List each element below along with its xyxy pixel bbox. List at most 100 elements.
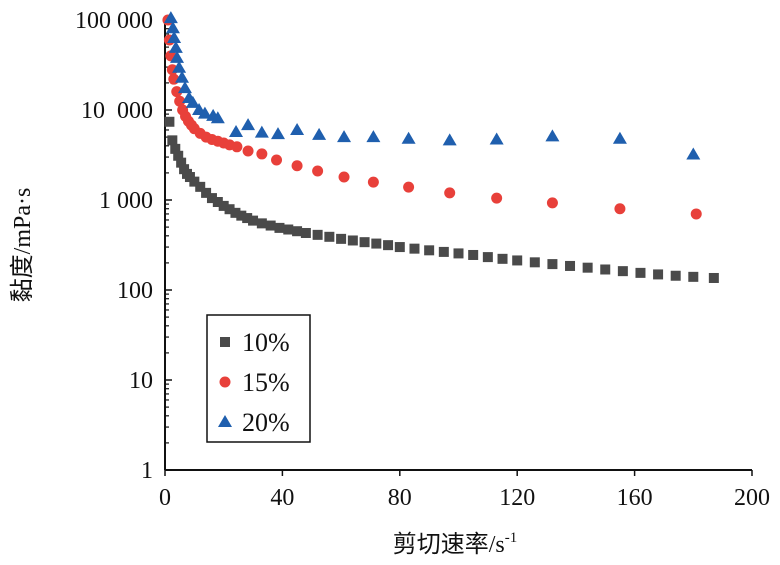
series-10pct	[164, 116, 719, 283]
square-point	[195, 181, 206, 192]
square-point	[512, 255, 523, 266]
circle-point	[171, 86, 183, 98]
legend-square-icon	[220, 337, 230, 347]
triangle-point	[170, 50, 185, 63]
square-point	[236, 210, 247, 221]
y-tick-label: 1 000	[99, 188, 153, 214]
x-axis-title-superscript: -1	[505, 530, 518, 546]
square-point	[482, 252, 493, 263]
triangle-point	[366, 130, 381, 143]
triangle-point	[175, 70, 190, 83]
legend: 10% 15% 20%	[206, 314, 311, 443]
triangle-point	[254, 125, 269, 138]
square-point	[167, 135, 178, 146]
square-point	[371, 238, 382, 249]
circle-point	[444, 187, 456, 199]
x-tick-label: 120	[499, 485, 535, 511]
triangle-point	[172, 60, 187, 73]
triangle-point	[545, 129, 560, 142]
x-tick-label: 40	[270, 485, 294, 511]
legend-triangle-icon	[218, 415, 232, 427]
triangle-point	[290, 122, 305, 135]
x-tick-label: 0	[159, 485, 171, 511]
triangle-point	[337, 130, 352, 143]
triangle-point	[197, 106, 212, 119]
y-tick-label: 1	[141, 458, 153, 484]
square-point	[300, 227, 311, 238]
y-tick-label: 10 000	[81, 98, 153, 124]
square-point	[248, 215, 259, 226]
square-point	[324, 231, 335, 242]
circle-point	[403, 181, 415, 193]
circle-point	[291, 160, 303, 172]
triangle-point	[686, 147, 701, 160]
circle-point	[174, 95, 186, 107]
legend-label: 20%	[242, 408, 290, 437]
x-tick-label: 160	[617, 485, 653, 511]
square-point	[173, 150, 184, 161]
y-tick-label: 10	[129, 368, 153, 394]
series-20pct	[163, 11, 701, 160]
circle-point	[367, 176, 379, 188]
square-point	[265, 220, 276, 231]
triangle-point	[229, 124, 244, 137]
square-point	[292, 226, 303, 237]
x-tick-label: 200	[734, 485, 770, 511]
circle-point	[312, 165, 324, 177]
y-tick-label: 100	[117, 278, 153, 304]
square-point	[424, 245, 435, 256]
triangle-point	[401, 131, 416, 144]
circle-point	[256, 148, 268, 160]
square-point	[189, 176, 200, 187]
square-point	[600, 264, 611, 275]
x-axis-title: 剪切速率/s-1	[393, 530, 518, 558]
square-point	[212, 197, 223, 208]
tick-labels: 0 40 80 120 160 200 1 10 100 1 000 10 000 100 000	[75, 8, 770, 511]
circle-point	[338, 171, 350, 183]
circle-point	[271, 154, 283, 166]
square-point	[170, 143, 181, 154]
square-point	[206, 193, 217, 204]
x-axis-title-main: 剪切速率/s	[393, 531, 505, 558]
square-point	[547, 259, 558, 270]
triangle-point	[163, 11, 178, 24]
triangle-point	[210, 111, 225, 124]
circle-point	[546, 197, 558, 209]
legend-circle-icon	[219, 376, 231, 388]
square-point	[653, 269, 664, 280]
triangle-point	[489, 132, 504, 145]
square-point	[617, 266, 628, 277]
square-point	[529, 257, 540, 268]
square-point	[670, 270, 681, 281]
square-point	[176, 157, 187, 168]
square-point	[468, 249, 479, 260]
square-point	[312, 229, 323, 240]
square-point	[688, 271, 699, 282]
y-tick-label: 100 000	[75, 8, 153, 34]
square-point	[164, 116, 175, 127]
square-point	[409, 243, 420, 254]
triangle-point	[167, 31, 182, 44]
triangle-point	[442, 133, 457, 146]
square-point	[224, 204, 235, 215]
square-point	[383, 240, 394, 251]
circle-point	[690, 208, 702, 220]
square-point	[336, 233, 347, 244]
triangle-point	[612, 131, 627, 144]
square-point	[230, 207, 241, 218]
square-point	[438, 246, 449, 257]
square-point	[497, 253, 508, 264]
square-point	[274, 222, 285, 233]
square-point	[708, 272, 719, 283]
square-point	[256, 218, 267, 229]
square-point	[218, 200, 229, 211]
triangle-point	[165, 21, 180, 34]
square-point	[635, 267, 646, 278]
square-point	[453, 248, 464, 259]
square-point	[565, 260, 576, 271]
triangle-point	[241, 118, 256, 131]
square-point	[394, 242, 405, 253]
legend-label: 10%	[242, 328, 290, 357]
triangle-point	[185, 95, 200, 108]
